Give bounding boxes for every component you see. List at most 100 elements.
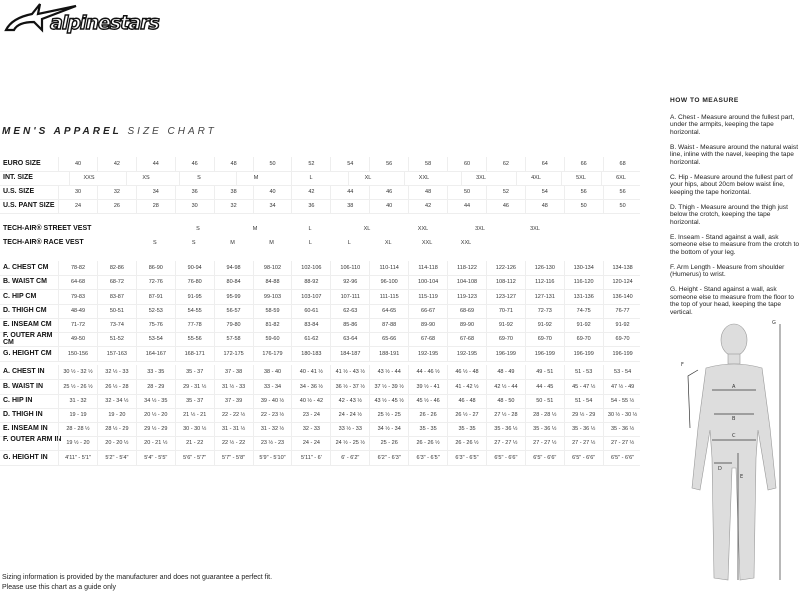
table-cell: 81-82 (252, 318, 292, 332)
table-cell: 35 - 36 ½ (524, 422, 564, 436)
table-cell: 110-114 (369, 261, 408, 275)
table-row: C. HIP IN 31 - 32 32 - 34 ½ 34 ½ - 35 35 - 3… (0, 394, 640, 409)
table-cell: 51-52 (96, 332, 136, 346)
table-cell: 40 ½ - 42 (291, 394, 330, 408)
table-cell: 65-66 (369, 332, 408, 346)
table-cell: 19 ½ - 20 (58, 436, 97, 450)
table-cell: 104-108 (447, 275, 486, 289)
table-cell: 19 - 19 (58, 408, 97, 422)
table-cell: 50-51 (96, 304, 136, 318)
table-cell: 32 - 34 ½ (96, 394, 136, 408)
table-cell: 112-116 (524, 275, 564, 289)
table-cell: 196-199 (524, 347, 564, 361)
row-label: TECH-AIR® STREET VEST (3, 225, 92, 232)
table-cell: 22 ½ - 22 (213, 436, 253, 450)
row-label: A. CHEST IN (3, 368, 45, 375)
table-cell: 108-112 (485, 275, 525, 289)
table-cell: 30 (58, 185, 97, 199)
table-cell: 37 ½ - 39 ½ (369, 380, 408, 394)
table-cell: 69-70 (524, 332, 564, 346)
table-cell: 75-76 (135, 318, 175, 332)
table-cell: 56 (602, 185, 642, 199)
table-cell: 59-60 (252, 332, 292, 346)
table-cell: 40 (252, 185, 292, 199)
how-to-measure-title: HOW TO MEASURE (670, 97, 739, 104)
table-cell: 48 (213, 157, 253, 171)
table-cell: 6'5" - 6'6" (563, 451, 603, 465)
table-cell: 40 - 41 ½ (291, 365, 330, 379)
table-cell: 33 ½ - 33 (330, 422, 369, 436)
row-label: G. HEIGHT CM (3, 350, 52, 357)
table-cell: XXL (417, 226, 429, 232)
table-cell: 73-74 (96, 318, 136, 332)
table-cell: 23 - 24 (291, 408, 330, 422)
table-cell: S (152, 240, 157, 246)
table-row: U.S. SIZE 30 32 34 36 38 40 42 44 46 48 50 52 54 56 56 (0, 185, 640, 200)
table-cell: 35 - 37 (174, 394, 214, 408)
table-cell: 88-92 (291, 275, 330, 289)
table-cell: 46 (369, 185, 408, 199)
table-cell: 79-80 (213, 318, 253, 332)
table-cell: M (236, 171, 275, 185)
table-cell: 115-119 (408, 290, 447, 304)
table-cell: 196-199 (485, 347, 525, 361)
table-cell: 89-90 (408, 318, 447, 332)
table-cell: 5'11" - 6' (291, 451, 330, 465)
table-cell: 5'6" - 5'7" (174, 451, 214, 465)
table-cell: 5'4" - 5'5" (135, 451, 175, 465)
figure-label-a: A (732, 384, 736, 390)
table-cell: 22 - 22 ½ (213, 408, 253, 422)
table-cell: 27 - 27 ½ (524, 436, 564, 450)
table-row: G. HEIGHT IN 4'11" - 5'1" 5'2" - 5'4" 5'4" … (0, 451, 640, 466)
table-row: TECH-AIR® STREET VEST S M L XL XXL 3XL 3XL (0, 222, 640, 236)
table-cell: 35 - 35 (447, 422, 486, 436)
table-cell: 26 - 26 ½ (447, 436, 486, 450)
table-row: U.S. PANT SIZE 24 26 28 30 32 34 36 38 40 42 44 46 48… (0, 199, 640, 214)
table-cell: 80-84 (213, 275, 253, 289)
table-cell: 34 ½ - 34 (369, 422, 408, 436)
table-cell: 3XL (475, 226, 485, 232)
table-cell: 35 - 37 (174, 365, 214, 379)
table-cell: 72-73 (524, 304, 564, 318)
table-cell: 74-75 (563, 304, 603, 318)
table-cell: 64-68 (58, 275, 97, 289)
table-cell: 36 (291, 199, 330, 213)
table-cell: 30 - 30 ½ (174, 422, 214, 436)
table-cell: 122-126 (485, 261, 525, 275)
table-cell: 30 ½ - 32 ½ (58, 365, 97, 379)
table-cell: XXL (460, 240, 472, 246)
table-cell: 130-134 (563, 261, 603, 275)
table-cell: 52 (291, 157, 330, 171)
table-cell: 164-167 (135, 347, 175, 361)
figure-label-d: D (718, 466, 722, 472)
table-cell: 41 - 42 ½ (447, 380, 486, 394)
row-label: EURO SIZE (3, 160, 41, 167)
table-cell: 70-71 (485, 304, 525, 318)
table-cell: 45 - 47 ½ (563, 380, 603, 394)
table-cell: 26 ½ - 28 (96, 380, 136, 394)
table-cell: 22 - 23 ½ (252, 408, 292, 422)
table-cell: 90-94 (174, 261, 214, 275)
table-cell: 78-82 (58, 261, 97, 275)
table-row: A. CHEST IN 30 ½ - 32 ½ 32 ½ - 33 33 - 35 35… (0, 365, 640, 380)
table-cell: XXL (421, 240, 433, 246)
table-row: B. WAIST IN 25 ½ - 26 ½ 26 ½ - 28 28 - 29 29… (0, 380, 640, 395)
table-cell: 30 (174, 199, 214, 213)
row-label: F. OUTER ARM CM (3, 332, 53, 346)
table-cell: 42 (408, 199, 447, 213)
table-cell: 184-187 (330, 347, 369, 361)
table-cell: 67-68 (408, 332, 447, 346)
table-cell: 5'7" - 5'8" (213, 451, 253, 465)
table-row: B. WAIST CM 64-68 68-72 72-76 76-80 80-84 84-8… (0, 275, 640, 290)
table-cell: 42 (291, 185, 330, 199)
table-cell: 136-140 (602, 290, 642, 304)
table-cell: 19 - 20 (96, 408, 136, 422)
table-row: TECH-AIR® RACE VEST S S M M L L XL XXL XXL (0, 236, 640, 250)
table-cell: 39 ½ - 41 (408, 380, 447, 394)
row-label: D. THIGH CM (3, 307, 47, 314)
table-cell: XXL (404, 171, 443, 185)
table-cell: 26 - 26 ½ (408, 436, 447, 450)
table-cell: 4'11" - 5'1" (58, 451, 97, 465)
row-label: G. HEIGHT IN (3, 454, 48, 461)
table-cell: 84-88 (252, 275, 292, 289)
